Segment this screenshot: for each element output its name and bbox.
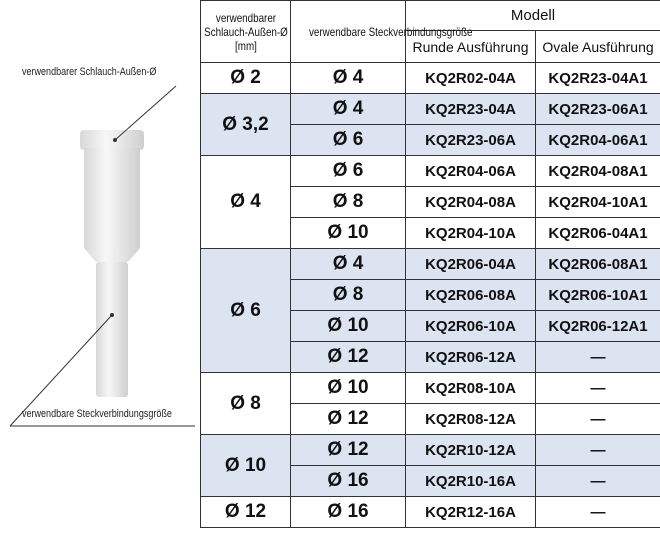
tube-size-cell: Ø 6 <box>200 248 291 373</box>
oval-cell: KQ2R06-10A1 <box>535 279 660 311</box>
tube-size-cell: Ø 10 <box>200 434 291 497</box>
oval-cell: KQ2R04-10A1 <box>535 186 660 218</box>
conn-cell: Ø 16 <box>290 496 406 528</box>
round-cell: KQ2R08-10A <box>405 372 536 404</box>
round-cell: KQ2R12-16A <box>405 496 536 528</box>
header-cell: Runde Ausführung <box>405 30 536 63</box>
header-text: verwendbarer Schlauch-Außen-Ø [mm] <box>204 10 288 53</box>
table-row: Ø 12 Ø 16 KQ2R12-16A — <box>200 496 660 528</box>
conn-cell: Ø 16 <box>290 465 406 497</box>
oval-cell: KQ2R23-06A1 <box>535 93 660 125</box>
round-cell: KQ2R06-04A <box>405 248 536 280</box>
header-text: verwendbare Steckverbindungsgröße <box>308 24 473 39</box>
round-cell: KQ2R06-10A <box>405 310 536 342</box>
table-row: Ø 8 KQ2R06-08A KQ2R06-10A1 <box>201 279 660 311</box>
round-cell: KQ2R02-04A <box>405 62 536 94</box>
oval-cell: KQ2R06-04A1 <box>535 217 660 249</box>
round-cell: KQ2R23-06A <box>405 124 536 156</box>
round-cell: KQ2R23-04A <box>405 93 536 125</box>
round-cell: KQ2R04-08A <box>405 186 536 218</box>
table-row: Ø 10 KQ2R06-10A KQ2R06-12A1 <box>201 310 660 342</box>
conn-cell: Ø 12 <box>290 403 406 435</box>
model-table: verwendbarer Schlauch-Außen-Ø [mm] verwe… <box>200 0 660 528</box>
conn-cell: Ø 4 <box>290 62 406 94</box>
table-row: Ø 10 KQ2R04-10A KQ2R06-04A1 <box>201 217 660 249</box>
oval-cell: — <box>535 372 660 404</box>
table-row: Ø 16 KQ2R10-16A — <box>201 465 660 497</box>
oval-cell: — <box>535 434 660 466</box>
round-cell: KQ2R08-12A <box>405 403 536 435</box>
tube-label: verwendbarer Schlauch-Außen-Ø <box>22 66 157 78</box>
conn-cell: Ø 10 <box>290 310 406 342</box>
round-cell: KQ2R06-08A <box>405 279 536 311</box>
conn-cell: Ø 12 <box>290 341 406 373</box>
conn-cell: Ø 6 <box>290 155 406 187</box>
conn-cell: Ø 8 <box>290 186 406 218</box>
oval-cell: KQ2R06-08A1 <box>535 248 660 280</box>
header-cell: Modell <box>405 0 660 31</box>
conn-cell: Ø 10 <box>290 372 406 404</box>
conn-cell: Ø 4 <box>290 93 406 125</box>
table-row: Ø 8 KQ2R04-08A KQ2R04-10A1 <box>201 186 660 218</box>
table-row: Ø 6 KQ2R23-06A KQ2R04-06A1 <box>201 124 660 156</box>
round-cell: KQ2R10-12A <box>405 434 536 466</box>
table-row: Ø 12 KQ2R06-12A — <box>201 341 660 373</box>
round-cell: KQ2R04-06A <box>405 155 536 187</box>
conn-cell: Ø 10 <box>290 217 406 249</box>
conn-cell: Ø 8 <box>290 279 406 311</box>
round-cell: KQ2R04-10A <box>405 217 536 249</box>
oval-cell: KQ2R04-06A1 <box>535 124 660 156</box>
oval-cell: KQ2R06-12A1 <box>535 310 660 342</box>
conn-cell: Ø 6 <box>290 124 406 156</box>
table-row: Ø 3,2 Ø 4 KQ2R23-04A KQ2R23-06A1 <box>200 93 660 156</box>
tube-size-cell: Ø 3,2 <box>200 93 291 156</box>
oval-cell: KQ2R23-04A1 <box>535 62 660 94</box>
table-row: Ø 10 Ø 12 KQ2R10-12A — <box>200 434 660 497</box>
oval-cell: — <box>535 496 660 528</box>
round-cell: KQ2R10-16A <box>405 465 536 497</box>
oval-cell: — <box>535 465 660 497</box>
header-cell: verwendbare Steckverbindungsgröße <box>290 0 473 63</box>
connection-label: verwendbare Steckverbindungsgröße <box>22 408 172 420</box>
conn-cell: Ø 12 <box>290 434 406 466</box>
tube-size-cell: Ø 12 <box>200 496 291 528</box>
oval-cell: — <box>535 341 660 373</box>
tube-size-cell: Ø 2 <box>200 62 291 94</box>
tube-size-cell: Ø 4 <box>200 155 291 249</box>
conn-cell: Ø 4 <box>290 248 406 280</box>
header-cell: verwendbarer Schlauch-Außen-Ø [mm] <box>200 0 291 63</box>
fitting-illustration <box>9 85 195 427</box>
round-cell: KQ2R06-12A <box>405 341 536 373</box>
oval-cell: KQ2R04-08A1 <box>535 155 660 187</box>
header-cell: Ovale Ausführung <box>535 30 660 63</box>
oval-cell: — <box>535 403 660 435</box>
tube-size-cell: Ø 8 <box>200 372 291 435</box>
